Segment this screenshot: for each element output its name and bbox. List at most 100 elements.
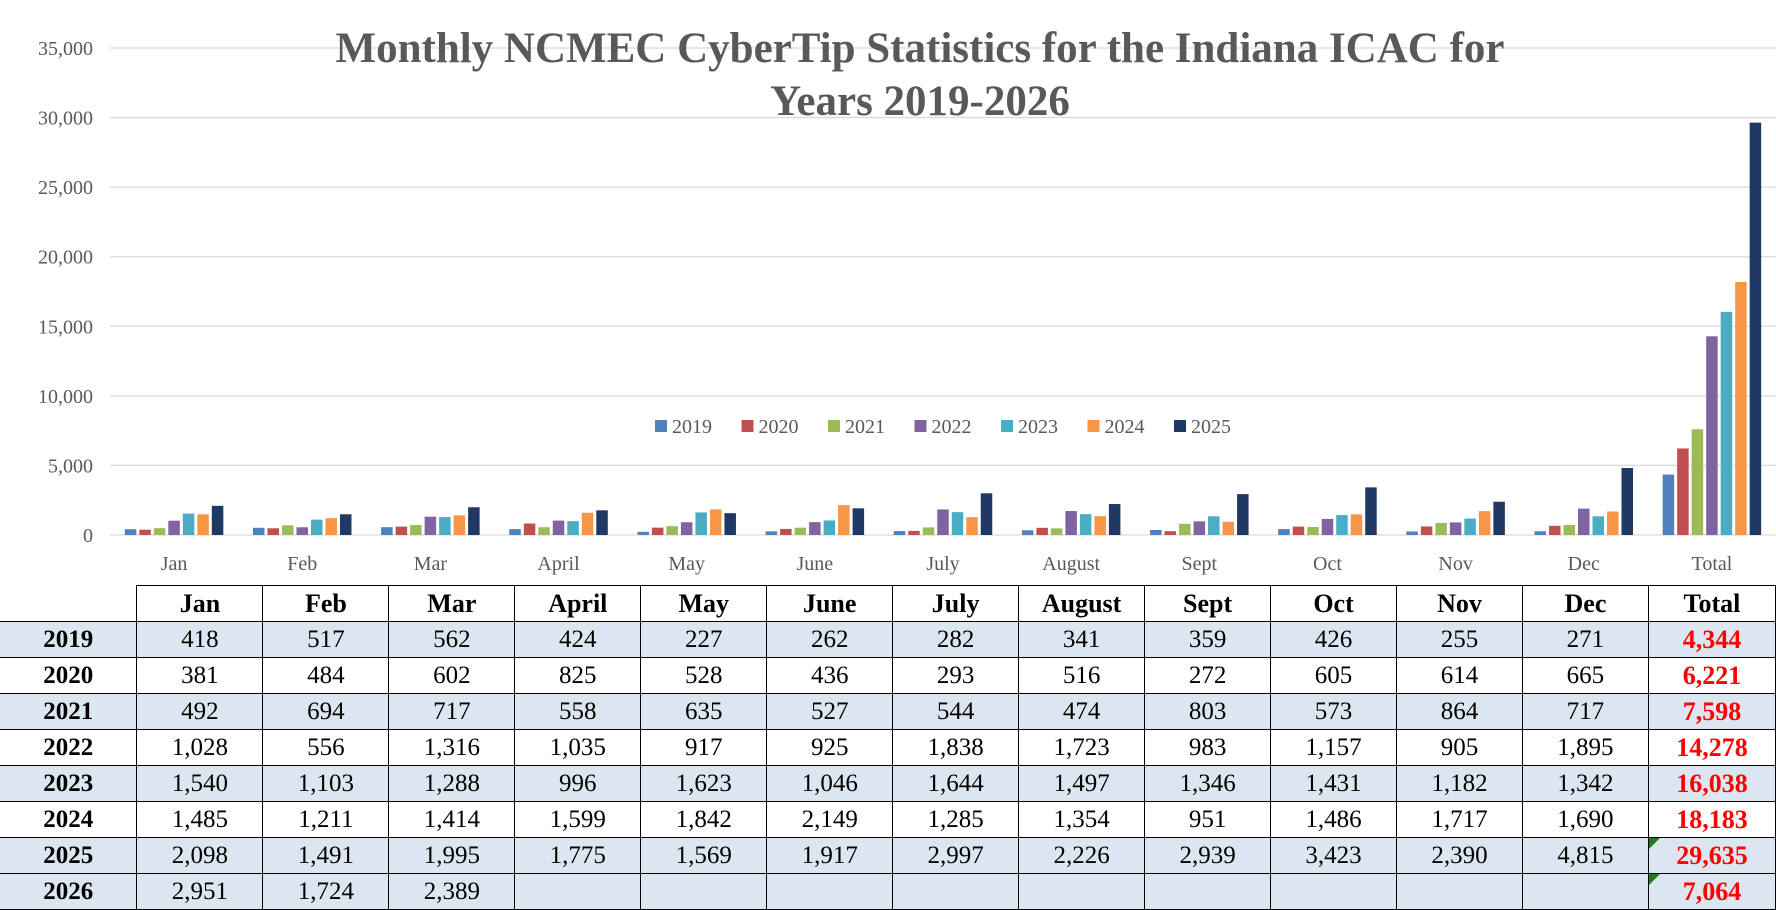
- legend-label: 2023: [1018, 416, 1058, 438]
- bar-2022-May: [680, 522, 693, 535]
- table-cell: 418: [136, 621, 264, 658]
- table-cell: [1018, 873, 1146, 910]
- bar-2022-Mar: [424, 516, 437, 535]
- bar-2025-Nov: [1493, 501, 1505, 535]
- table-cell: 1,414: [388, 801, 516, 838]
- y-tick-label: 10,000: [38, 386, 93, 408]
- bar-2021-June: [794, 527, 807, 535]
- gridlines: [110, 47, 1776, 536]
- table-cell: 1,724: [262, 873, 390, 910]
- table-cell: 1,316: [388, 729, 516, 766]
- table-cell: 1,717: [1396, 801, 1523, 838]
- legend-label: 2019: [672, 416, 712, 438]
- table-cell: 1,723: [1018, 729, 1146, 766]
- bar-2024-June: [838, 505, 850, 535]
- table-cell: 1,540: [136, 765, 264, 802]
- table-cell: 717: [1521, 693, 1649, 730]
- bar-2024-Feb: [325, 518, 337, 535]
- bar-2019-Oct: [1278, 529, 1290, 535]
- table-cell: 694: [262, 693, 390, 730]
- table-cell: 1,838: [892, 729, 1020, 766]
- x-tick-label: June: [797, 553, 834, 575]
- table-cell: 516: [1018, 657, 1146, 694]
- bar-2020-Total: [1677, 448, 1689, 535]
- table-cell: 1,842: [640, 801, 768, 838]
- bar-2022-Dec: [1578, 508, 1590, 535]
- chart-title-line-2: Years 2019-2026: [770, 78, 1070, 125]
- table-cell: 528: [640, 657, 768, 694]
- bar-2020-May: [651, 527, 664, 535]
- row-total-value: 14,278: [1676, 732, 1748, 762]
- legend-swatch: [914, 420, 927, 432]
- column-header: Jan: [136, 585, 264, 622]
- y-tick-label: 30,000: [38, 108, 93, 130]
- table-cell: 558: [514, 693, 642, 730]
- table-cell: 2,390: [1396, 837, 1523, 874]
- y-tick-label: 35,000: [38, 38, 93, 60]
- bar-2025-Sept: [1237, 494, 1249, 535]
- table-cell: 602: [388, 657, 516, 694]
- legend-label: 2025: [1191, 416, 1231, 438]
- table-cell: [1270, 873, 1397, 910]
- table-cell: 1,028: [136, 729, 264, 766]
- table-cell: 426: [1270, 621, 1397, 658]
- table-cell: 255: [1396, 621, 1523, 658]
- table-cell: 614: [1396, 657, 1523, 694]
- legend-swatch: [741, 420, 754, 432]
- row-total-value: 29,635: [1676, 840, 1748, 870]
- table-cell: 1,431: [1270, 765, 1397, 802]
- row-year-label: 2020: [0, 657, 138, 694]
- table-cell: 562: [388, 621, 516, 658]
- bar-2024-July: [966, 517, 978, 535]
- bar-2020-Dec: [1549, 525, 1561, 535]
- table-cell: 864: [1396, 693, 1523, 730]
- bar-2022-June: [809, 522, 821, 535]
- column-header: Sept: [1144, 585, 1272, 622]
- chart-title-line-1: Monthly NCMEC CyberTip Statistics for th…: [336, 25, 1505, 72]
- y-tick-label: 5,000: [48, 455, 93, 477]
- bar-2025-June: [852, 508, 865, 535]
- legend-swatch: [828, 420, 840, 432]
- cell-comment-marker: [1649, 874, 1660, 885]
- table-cell: 2,226: [1018, 837, 1146, 874]
- table-cell: 2,939: [1144, 837, 1272, 874]
- table-cell: 717: [388, 693, 516, 730]
- table-cell: 1,775: [514, 837, 642, 874]
- table-cell: 951: [1144, 801, 1272, 838]
- bar-2019-April: [509, 529, 521, 535]
- table-cell: 1,690: [1521, 801, 1649, 838]
- bar-2023-Sept: [1208, 516, 1220, 535]
- x-tick-label: August: [1042, 553, 1100, 575]
- bar-2024-Mar: [453, 515, 466, 535]
- bar-2025-Total: [1749, 122, 1762, 536]
- bar-2023-Jan: [182, 513, 195, 535]
- table-cell: 359: [1144, 621, 1272, 658]
- row-total-value: 6,221: [1682, 660, 1742, 690]
- column-header: Nov: [1396, 585, 1523, 622]
- table-cell: 1,211: [262, 801, 390, 838]
- table-cell: 2,098: [136, 837, 264, 874]
- x-tick-label: Oct: [1313, 553, 1342, 575]
- bar-2025-August: [1108, 504, 1121, 535]
- column-header: Mar: [388, 585, 516, 622]
- x-tick-label: Mar: [414, 553, 448, 575]
- bar-2019-July: [893, 531, 906, 535]
- bar-2024-April: [581, 512, 594, 535]
- bar-2020-Sept: [1164, 531, 1177, 535]
- row-total: 18,183: [1647, 801, 1776, 838]
- table-cell: 983: [1144, 729, 1272, 766]
- bar-2023-April: [567, 521, 579, 535]
- table-cell: 1,354: [1018, 801, 1146, 838]
- table-cell: [1144, 873, 1272, 910]
- table-cell: 2,149: [766, 801, 894, 838]
- bar-2022-April: [552, 520, 565, 535]
- table-cell: 424: [514, 621, 642, 658]
- x-tick-label: July: [926, 553, 959, 575]
- x-tick-label: May: [668, 553, 705, 575]
- table-cell: 293: [892, 657, 1020, 694]
- row-total: 7,064: [1647, 873, 1776, 910]
- bar-2021-Total: [1691, 429, 1704, 535]
- bar-2024-August: [1094, 516, 1106, 535]
- bar-2022-August: [1065, 511, 1077, 535]
- table-cell: 1,285: [892, 801, 1020, 838]
